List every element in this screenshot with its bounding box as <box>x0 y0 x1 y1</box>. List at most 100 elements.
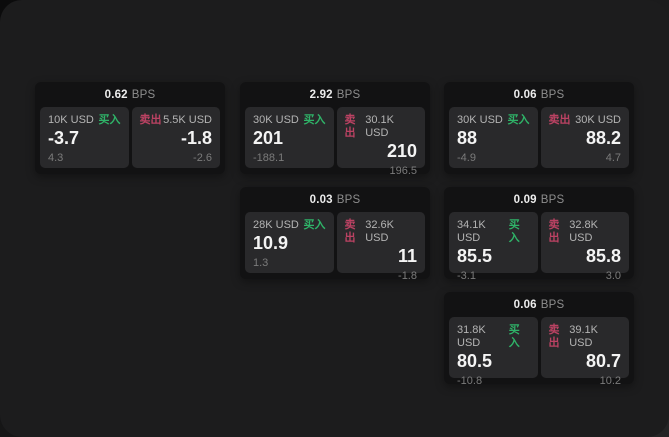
buy-price-tile[interactable]: 28K USD 买入 10.9 1.3 <box>245 212 334 273</box>
buy-price: 80.5 <box>457 351 493 371</box>
buy-tag: 买入 <box>507 114 530 126</box>
bps-header: 2.92 BPS <box>240 82 430 107</box>
sell-tile-top-row: 卖出 32.6K USD <box>345 219 418 245</box>
sell-price-tile[interactable]: 卖出 32.8K USD 85.8 3.0 <box>540 212 629 282</box>
bps-value: 0.03 <box>309 193 333 206</box>
sell-amount: 32.6K USD <box>365 219 394 244</box>
buy-delta: 4.3 <box>48 152 64 164</box>
bps-header: 0.09 BPS <box>444 187 634 212</box>
sell-price: 210 <box>386 141 417 161</box>
sell-amount: 5.5K USD <box>163 114 212 126</box>
bps-unit-label: BPS <box>131 88 156 101</box>
sell-delta: 4.7 <box>605 152 621 164</box>
sell-tile-top-row: 卖出 32.8K USD <box>549 219 622 245</box>
bps-unit-label: BPS <box>540 193 565 206</box>
buy-amount: 30K USD <box>457 114 503 126</box>
sell-delta: 196.5 <box>389 165 417 177</box>
buy-price: 85.5 <box>457 246 493 266</box>
sell-price: 11 <box>397 246 417 266</box>
sell-price: 88.2 <box>585 128 621 148</box>
buy-amount: 28K USD <box>253 219 299 231</box>
sell-price: 85.8 <box>585 246 621 266</box>
quote-card-body: 30K USD 买入 88 -4.9 卖出 30K USD 88.2 4.7 <box>444 107 634 168</box>
buy-tile-top-row: 31.8K USD 买入 <box>457 324 530 350</box>
sell-amount: 30K USD <box>575 114 621 126</box>
quote-card: 0.06 BPS 31.8K USD 买入 80.5 -10.8 卖出 39.1… <box>444 292 634 387</box>
buy-price-tile[interactable]: 34.1K USD 买入 85.5 -3.1 <box>449 212 538 282</box>
bps-unit-label: BPS <box>540 88 565 101</box>
bps-header: 0.06 BPS <box>444 292 634 317</box>
buy-amount: 30K USD <box>253 114 299 126</box>
bps-value: 0.62 <box>104 88 128 101</box>
sell-tag: 卖出 <box>139 114 162 126</box>
sell-tile-top-row: 卖出 39.1K USD <box>549 324 622 350</box>
buy-amount: 34.1K USD <box>457 219 486 244</box>
sell-amount: 32.8K USD <box>569 219 598 244</box>
bps-unit-label: BPS <box>336 88 361 101</box>
buy-price-tile[interactable]: 30K USD 买入 88 -4.9 <box>449 107 538 168</box>
buy-tag: 买入 <box>508 324 520 349</box>
quote-card: 0.03 BPS 28K USD 买入 10.9 1.3 卖出 32.6K US… <box>240 187 430 282</box>
buy-price-tile[interactable]: 31.8K USD 买入 80.5 -10.8 <box>449 317 538 387</box>
sell-amount: 30.1K USD <box>365 114 394 139</box>
buy-tile-top-row: 30K USD 买入 <box>457 114 530 127</box>
quote-card-body: 28K USD 买入 10.9 1.3 卖出 32.6K USD 11 -1.8 <box>240 212 430 282</box>
quote-card-body: 10K USD 买入 -3.7 4.3 卖出 5.5K USD -1.8 -2.… <box>35 107 225 168</box>
sell-delta: -2.6 <box>193 152 212 164</box>
bps-value: 0.06 <box>513 88 537 101</box>
buy-price: 10.9 <box>253 233 289 253</box>
sell-price: -1.8 <box>180 128 212 148</box>
buy-delta: -3.1 <box>457 270 476 282</box>
buy-price-tile[interactable]: 10K USD 买入 -3.7 4.3 <box>40 107 129 168</box>
buy-price: -3.7 <box>48 128 80 148</box>
quote-card-body: 30K USD 买入 201 -188.1 卖出 30.1K USD 210 1… <box>240 107 430 177</box>
buy-amount: 31.8K USD <box>457 324 486 349</box>
bps-value: 0.09 <box>513 193 537 206</box>
buy-tag: 买入 <box>98 114 121 126</box>
sell-price: 80.7 <box>585 351 621 371</box>
buy-amount: 10K USD <box>48 114 94 126</box>
buy-tag: 买入 <box>303 219 326 231</box>
quote-card-body: 34.1K USD 买入 85.5 -3.1 卖出 32.8K USD 85.8… <box>444 212 634 282</box>
buy-tile-top-row: 28K USD 买入 <box>253 219 326 232</box>
quote-card: 0.62 BPS 10K USD 买入 -3.7 4.3 卖出 5.5K USD… <box>35 82 225 174</box>
sell-tile-top-row: 卖出 30K USD <box>549 114 622 127</box>
sell-price-tile[interactable]: 卖出 30.1K USD 210 196.5 <box>336 107 425 177</box>
buy-price-tile[interactable]: 30K USD 买入 201 -188.1 <box>245 107 334 168</box>
quote-card: 0.06 BPS 30K USD 买入 88 -4.9 卖出 30K USD 8… <box>444 82 634 174</box>
bps-value: 0.06 <box>513 298 537 311</box>
bps-unit-label: BPS <box>336 193 361 206</box>
buy-delta: -10.8 <box>457 375 483 387</box>
buy-delta: -4.9 <box>457 152 476 164</box>
sell-tile-top-row: 卖出 30.1K USD <box>345 114 418 140</box>
sell-amount: 39.1K USD <box>569 324 598 349</box>
sell-delta: 3.0 <box>605 270 621 282</box>
sell-tag: 卖出 <box>548 114 571 126</box>
sell-price-tile[interactable]: 卖出 39.1K USD 80.7 10.2 <box>540 317 629 387</box>
buy-tile-top-row: 30K USD 买入 <box>253 114 326 127</box>
sell-delta: -1.8 <box>398 270 417 282</box>
bps-unit-label: BPS <box>540 298 565 311</box>
sell-tag: 卖出 <box>344 219 356 244</box>
sell-price-tile[interactable]: 卖出 5.5K USD -1.8 -2.6 <box>131 107 220 168</box>
buy-price: 201 <box>253 128 284 148</box>
quote-card: 2.92 BPS 30K USD 买入 201 -188.1 卖出 30.1K … <box>240 82 430 177</box>
quote-card-body: 31.8K USD 买入 80.5 -10.8 卖出 39.1K USD 80.… <box>444 317 634 387</box>
bps-header: 0.62 BPS <box>35 82 225 107</box>
sell-tag: 卖出 <box>548 324 560 349</box>
sell-price-tile[interactable]: 卖出 32.6K USD 11 -1.8 <box>336 212 425 282</box>
sell-tile-top-row: 卖出 5.5K USD <box>140 114 213 127</box>
buy-price: 88 <box>457 128 478 148</box>
sell-price-tile[interactable]: 卖出 30K USD 88.2 4.7 <box>540 107 629 168</box>
buy-tile-top-row: 34.1K USD 买入 <box>457 219 530 245</box>
bps-header: 0.03 BPS <box>240 187 430 212</box>
sell-tag: 卖出 <box>548 219 560 244</box>
buy-delta: -188.1 <box>253 152 285 164</box>
bps-value: 2.92 <box>309 88 333 101</box>
quote-card: 0.09 BPS 34.1K USD 买入 85.5 -3.1 卖出 32.8K… <box>444 187 634 282</box>
bps-header: 0.06 BPS <box>444 82 634 107</box>
sell-tag: 卖出 <box>344 114 356 139</box>
buy-tag: 买入 <box>303 114 326 126</box>
